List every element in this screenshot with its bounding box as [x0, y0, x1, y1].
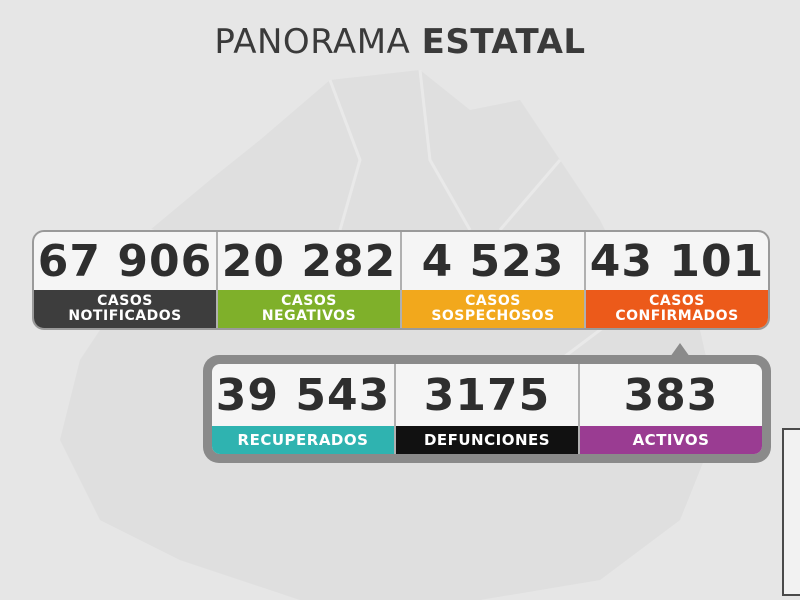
- stat-notified-cases: 67 906 CASOS NOTIFICADOS: [34, 232, 216, 328]
- cases-summary-row: 67 906 CASOS NOTIFICADOS 20 282 CASOS NEGA…: [32, 230, 770, 330]
- stat-value: 383: [623, 369, 719, 421]
- stat-recovered: 39 543 RECUPERADOS: [212, 364, 394, 454]
- stat-label: DEFUNCIONES: [396, 426, 578, 454]
- stat-deaths: 3175 DEFUNCIONES: [394, 364, 578, 454]
- stat-negative-cases: 20 282 CASOS NEGATIVOS: [216, 232, 400, 328]
- stat-value: 43 101: [589, 235, 765, 287]
- stat-value: 20 282: [221, 235, 397, 287]
- stat-confirmed-cases: 43 101 CASOS CONFIRMADOS: [584, 232, 768, 328]
- stat-label: CASOS NOTIFICADOS: [34, 290, 216, 328]
- stat-value: 4 523: [421, 235, 565, 287]
- confirmed-breakdown-pointer: [670, 343, 690, 357]
- confirmed-breakdown-panel: 39 543 RECUPERADOS 3175 DEFUNCIONES 383 …: [203, 355, 771, 463]
- stat-value: 67 906: [37, 235, 213, 287]
- stat-active: 383 ACTIVOS: [578, 364, 762, 454]
- stat-value: 3175: [423, 369, 551, 421]
- page-title: PANORAMA ESTATAL: [0, 22, 800, 62]
- stat-value: 39 543: [215, 369, 391, 421]
- stat-suspected-cases: 4 523 CASOS SOSPECHOSOS: [400, 232, 584, 328]
- title-bold: ESTATAL: [421, 22, 586, 62]
- confirmed-breakdown-row: 39 543 RECUPERADOS 3175 DEFUNCIONES 383 …: [212, 364, 762, 454]
- title-light: PANORAMA: [214, 22, 411, 62]
- stat-label: ACTIVOS: [580, 426, 762, 454]
- stat-label: CASOS NEGATIVOS: [218, 290, 400, 328]
- stat-label: CASOS SOSPECHOSOS: [402, 290, 584, 328]
- stat-label: CASOS CONFIRMADOS: [586, 290, 768, 328]
- side-panel-edge: [782, 428, 800, 596]
- stat-label: RECUPERADOS: [212, 426, 394, 454]
